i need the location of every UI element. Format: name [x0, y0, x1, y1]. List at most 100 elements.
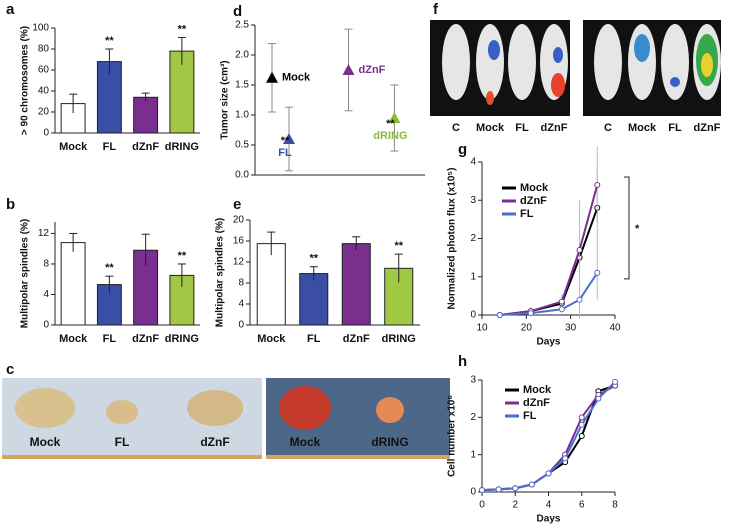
image-label: C [604, 122, 612, 134]
image-label: Mock [30, 435, 61, 449]
image-label: C [452, 122, 460, 134]
point [562, 455, 569, 462]
point [283, 133, 295, 144]
bar [341, 243, 371, 326]
tumor-photo [2, 378, 450, 459]
bracket [624, 176, 630, 280]
bar [299, 273, 329, 326]
x-tick-label: Mock [257, 333, 286, 345]
panel-letter: e [233, 196, 241, 213]
legend-label: FL [523, 410, 537, 422]
y-tick-label: 4 [470, 157, 476, 168]
y-tick-label: 8 [43, 259, 49, 270]
point [595, 395, 602, 402]
x-tick-label: Mock [59, 141, 88, 153]
x-tick-label: dRING [382, 333, 416, 345]
significance: ** [178, 250, 187, 262]
point [576, 296, 583, 303]
image-label: Mock [476, 122, 505, 134]
x-tick-label: 2 [512, 500, 518, 511]
y-axis-label: > 90 chromosomes (%) [20, 26, 31, 135]
y-tick-label: 2 [470, 412, 476, 423]
imaging-photo [430, 20, 721, 116]
significance: * [635, 223, 640, 235]
significance: ** [386, 118, 395, 130]
y-tick-label: 0 [470, 310, 476, 321]
point-label: dZnF [359, 64, 386, 76]
y-tick-label: 3 [470, 375, 476, 386]
x-tick-label: 0 [479, 500, 485, 511]
y-tick-label: 60 [38, 65, 50, 76]
significance: ** [105, 262, 114, 274]
panel-letter: f [433, 1, 439, 18]
point [479, 487, 485, 494]
significance: ** [178, 23, 187, 35]
y-tick-label: 2.5 [235, 20, 249, 31]
image-label: FL [515, 122, 529, 134]
y-tick-label: 4 [238, 299, 244, 310]
significance: ** [281, 135, 290, 147]
point [342, 64, 355, 75]
x-axis-label: Days [537, 514, 561, 525]
point [495, 486, 502, 493]
bar [133, 96, 159, 134]
y-tick-label: 0 [238, 320, 244, 331]
panel-letter: c [6, 361, 14, 378]
point [594, 269, 601, 276]
x-tick-label: dRING [165, 333, 199, 345]
y-tick-label: 12 [38, 228, 50, 239]
y-tick-label: 100 [32, 23, 49, 34]
y-tick-label: 20 [233, 215, 245, 226]
panel-letter: g [458, 141, 467, 158]
x-tick-label: FL [103, 333, 117, 345]
point [388, 112, 401, 123]
y-tick-label: 40 [38, 86, 50, 97]
y-tick-label: 0 [43, 128, 49, 139]
x-tick-label: 8 [612, 500, 618, 511]
bar [60, 242, 86, 326]
y-axis-label: Cell number x10⁶ [447, 395, 458, 477]
point-label: Mock [282, 72, 311, 84]
point [496, 312, 503, 318]
significance: ** [309, 253, 318, 265]
x-tick-label: 20 [521, 323, 533, 334]
significance: ** [105, 35, 114, 47]
x-tick-label: 30 [565, 323, 577, 334]
point [527, 310, 534, 317]
point [578, 433, 585, 439]
point [528, 481, 535, 488]
image-label: dRING [371, 435, 408, 449]
image-label: FL [115, 435, 130, 449]
legend-label: FL [520, 208, 534, 220]
y-tick-label: 2.0 [235, 50, 249, 61]
image-label: Mock [628, 122, 657, 134]
point [558, 298, 565, 305]
x-tick-label: 6 [579, 500, 585, 511]
point-label: FL [278, 147, 292, 159]
series-line [499, 272, 599, 316]
x-tick-label: FL [307, 333, 321, 345]
x-tick-label: dZnF [343, 333, 370, 345]
y-tick-label: 16 [233, 236, 245, 247]
y-tick-label: 0 [43, 320, 49, 331]
point [578, 421, 585, 428]
y-tick-label: 0.0 [235, 170, 249, 181]
x-tick-label: dZnF [132, 141, 159, 153]
point-label: dRING [373, 130, 407, 142]
image-label: dZnF [694, 122, 721, 134]
point [545, 470, 552, 477]
y-tick-label: 0 [470, 487, 476, 498]
x-tick-label: 40 [609, 323, 621, 334]
x-tick-label: dRING [165, 141, 199, 153]
y-tick-label: 20 [38, 107, 50, 118]
y-tick-label: 1.0 [235, 110, 249, 121]
panel-letter: a [6, 1, 15, 18]
y-tick-label: 4 [43, 289, 49, 300]
point [512, 485, 519, 492]
y-tick-label: 1 [470, 449, 476, 460]
y-tick-label: 1.5 [235, 80, 249, 91]
legend-label: dZnF [523, 397, 550, 409]
point [612, 378, 618, 385]
y-tick-label: 1 [470, 271, 476, 282]
y-tick-label: 80 [38, 44, 50, 55]
